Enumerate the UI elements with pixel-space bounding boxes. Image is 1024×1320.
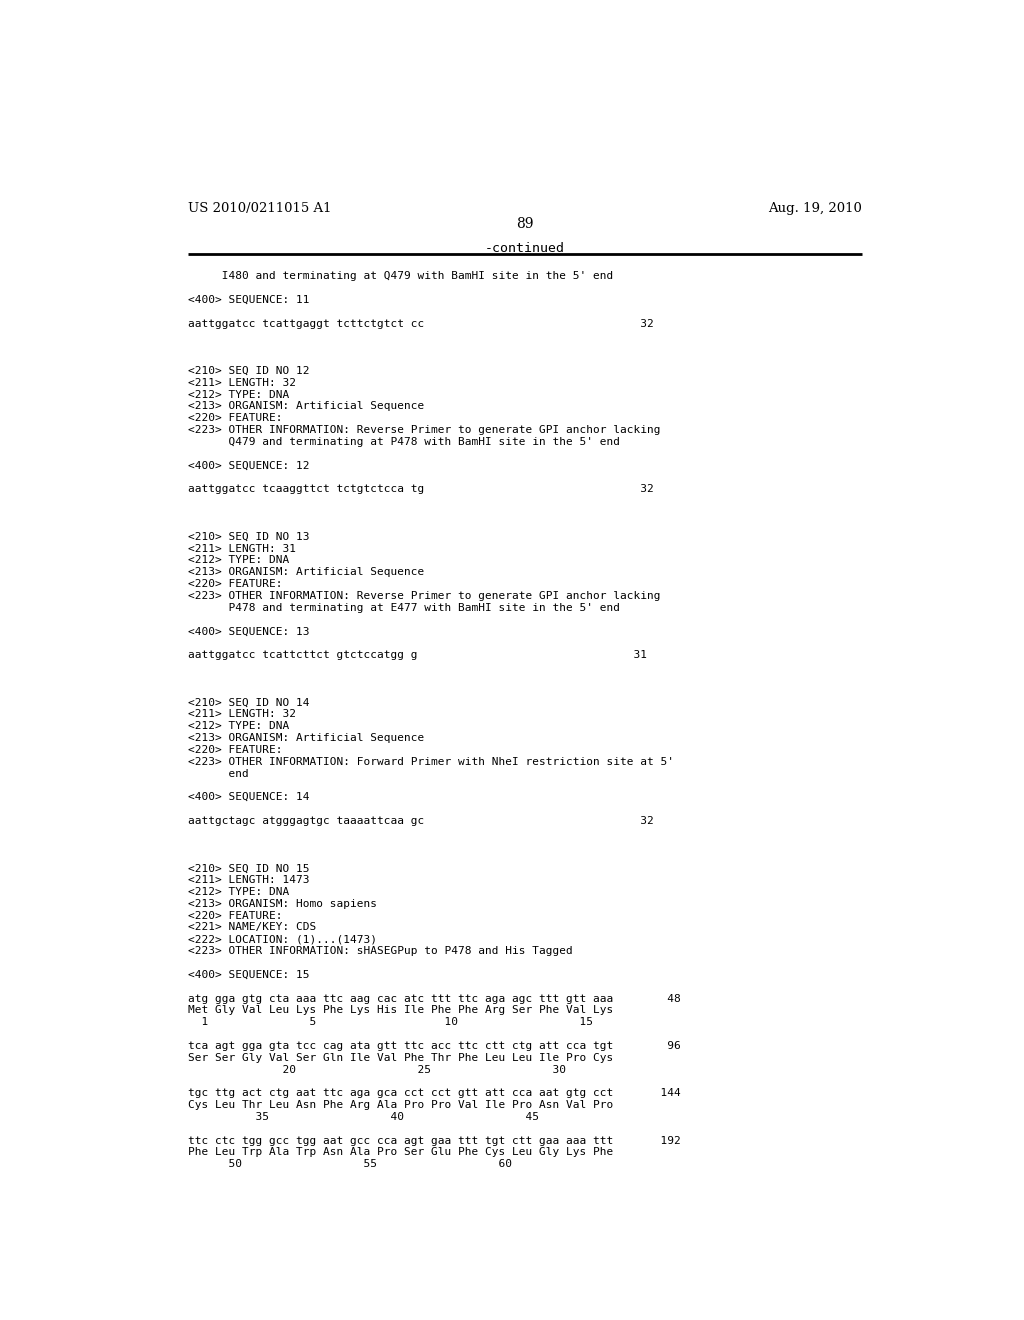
Text: <400> SEQUENCE: 15: <400> SEQUENCE: 15 [187,970,309,979]
Text: US 2010/0211015 A1: US 2010/0211015 A1 [187,202,331,215]
Text: <220> FEATURE:: <220> FEATURE: [187,579,282,589]
Text: <222> LOCATION: (1)...(1473): <222> LOCATION: (1)...(1473) [187,935,377,944]
Text: -continued: -continued [484,242,565,255]
Text: 89: 89 [516,218,534,231]
Text: <400> SEQUENCE: 13: <400> SEQUENCE: 13 [187,627,309,636]
Text: I480 and terminating at Q479 with BamHI site in the 5' end: I480 and terminating at Q479 with BamHI … [187,271,612,281]
Text: <213> ORGANISM: Artificial Sequence: <213> ORGANISM: Artificial Sequence [187,401,424,412]
Text: aattggatcc tcattcttct gtctccatgg g                                31: aattggatcc tcattcttct gtctccatgg g 31 [187,651,646,660]
Text: <212> TYPE: DNA: <212> TYPE: DNA [187,721,289,731]
Text: <210> SEQ ID NO 12: <210> SEQ ID NO 12 [187,366,309,376]
Text: <223> OTHER INFORMATION: Reverse Primer to generate GPI anchor lacking: <223> OTHER INFORMATION: Reverse Primer … [187,425,660,436]
Text: <223> OTHER INFORMATION: sHASEGPup to P478 and His Tagged: <223> OTHER INFORMATION: sHASEGPup to P4… [187,946,572,956]
Text: tca agt gga gta tcc cag ata gtt ttc acc ttc ctt ctg att cca tgt        96: tca agt gga gta tcc cag ata gtt ttc acc … [187,1041,680,1051]
Text: Q479 and terminating at P478 with BamHI site in the 5' end: Q479 and terminating at P478 with BamHI … [187,437,620,447]
Text: atg gga gtg cta aaa ttc aag cac atc ttt ttc aga agc ttt gtt aaa        48: atg gga gtg cta aaa ttc aag cac atc ttt … [187,994,680,1003]
Text: Ser Ser Gly Val Ser Gln Ile Val Phe Thr Phe Leu Leu Ile Pro Cys: Ser Ser Gly Val Ser Gln Ile Val Phe Thr … [187,1053,612,1063]
Text: <220> FEATURE:: <220> FEATURE: [187,744,282,755]
Text: <211> LENGTH: 32: <211> LENGTH: 32 [187,378,296,388]
Text: P478 and terminating at E477 with BamHI site in the 5' end: P478 and terminating at E477 with BamHI … [187,603,620,612]
Text: Phe Leu Trp Ala Trp Asn Ala Pro Ser Glu Phe Cys Leu Gly Lys Phe: Phe Leu Trp Ala Trp Asn Ala Pro Ser Glu … [187,1147,612,1158]
Text: <213> ORGANISM: Homo sapiens: <213> ORGANISM: Homo sapiens [187,899,377,908]
Text: 20                  25                  30: 20 25 30 [187,1064,565,1074]
Text: <220> FEATURE:: <220> FEATURE: [187,911,282,920]
Text: <210> SEQ ID NO 13: <210> SEQ ID NO 13 [187,532,309,541]
Text: <211> LENGTH: 1473: <211> LENGTH: 1473 [187,875,309,886]
Text: <211> LENGTH: 31: <211> LENGTH: 31 [187,544,296,553]
Text: 1               5                   10                  15: 1 5 10 15 [187,1018,593,1027]
Text: <210> SEQ ID NO 14: <210> SEQ ID NO 14 [187,697,309,708]
Text: <400> SEQUENCE: 14: <400> SEQUENCE: 14 [187,792,309,803]
Text: tgc ttg act ctg aat ttc aga gca cct cct gtt att cca aat gtg cct       144: tgc ttg act ctg aat ttc aga gca cct cct … [187,1088,680,1098]
Text: Cys Leu Thr Leu Asn Phe Arg Ala Pro Pro Val Ile Pro Asn Val Pro: Cys Leu Thr Leu Asn Phe Arg Ala Pro Pro … [187,1100,612,1110]
Text: aattggatcc tcaaggttct tctgtctcca tg                                32: aattggatcc tcaaggttct tctgtctcca tg 32 [187,484,653,495]
Text: ttc ctc tgg gcc tgg aat gcc cca agt gaa ttt tgt ctt gaa aaa ttt       192: ttc ctc tgg gcc tgg aat gcc cca agt gaa … [187,1135,680,1146]
Text: <213> ORGANISM: Artificial Sequence: <213> ORGANISM: Artificial Sequence [187,733,424,743]
Text: <213> ORGANISM: Artificial Sequence: <213> ORGANISM: Artificial Sequence [187,568,424,577]
Text: end: end [187,768,248,779]
Text: <212> TYPE: DNA: <212> TYPE: DNA [187,556,289,565]
Text: <210> SEQ ID NO 15: <210> SEQ ID NO 15 [187,863,309,874]
Text: <211> LENGTH: 32: <211> LENGTH: 32 [187,709,296,719]
Text: <223> OTHER INFORMATION: Reverse Primer to generate GPI anchor lacking: <223> OTHER INFORMATION: Reverse Primer … [187,591,660,601]
Text: <400> SEQUENCE: 11: <400> SEQUENCE: 11 [187,294,309,305]
Text: 50                  55                  60: 50 55 60 [187,1159,512,1170]
Text: Aug. 19, 2010: Aug. 19, 2010 [768,202,862,215]
Text: <220> FEATURE:: <220> FEATURE: [187,413,282,424]
Text: <223> OTHER INFORMATION: Forward Primer with NheI restriction site at 5': <223> OTHER INFORMATION: Forward Primer … [187,756,674,767]
Text: <221> NAME/KEY: CDS: <221> NAME/KEY: CDS [187,923,315,932]
Text: <212> TYPE: DNA: <212> TYPE: DNA [187,887,289,898]
Text: aattggatcc tcattgaggt tcttctgtct cc                                32: aattggatcc tcattgaggt tcttctgtct cc 32 [187,318,653,329]
Text: Met Gly Val Leu Lys Phe Lys His Ile Phe Phe Arg Ser Phe Val Lys: Met Gly Val Leu Lys Phe Lys His Ile Phe … [187,1006,612,1015]
Text: <212> TYPE: DNA: <212> TYPE: DNA [187,389,289,400]
Text: <400> SEQUENCE: 12: <400> SEQUENCE: 12 [187,461,309,471]
Text: 35                  40                  45: 35 40 45 [187,1111,539,1122]
Text: aattgctagc atgggagtgc taaaattcaa gc                                32: aattgctagc atgggagtgc taaaattcaa gc 32 [187,816,653,826]
